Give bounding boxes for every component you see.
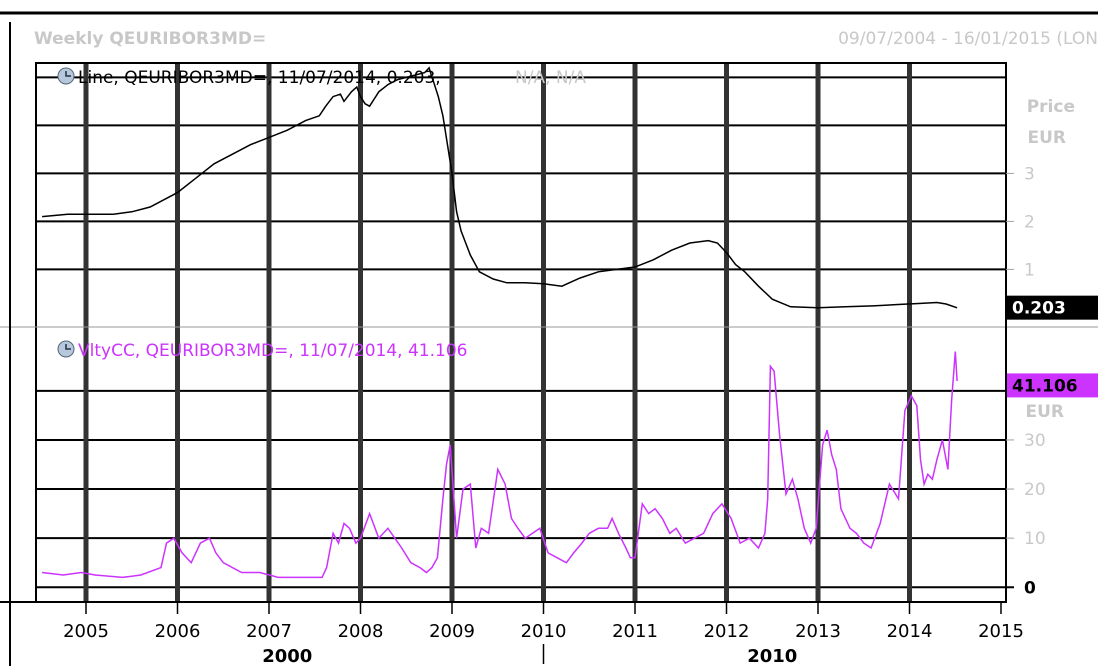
volatility-series-line [42, 351, 958, 579]
vlty-tick-label: 30 [1024, 431, 1046, 451]
legend-layer: Line, QEURIBOR3MD=, 11/07/2014, 0.203, N/… [57, 67, 586, 361]
x-tick-label: 2015 [978, 621, 1024, 642]
x-decade-label: 2010 [747, 646, 797, 666]
price-axis-unit: EUR [1027, 128, 1066, 148]
price-legend-text: Line, QEURIBOR3MD=, 11/07/2014, 0.203, [78, 68, 441, 88]
x-tick-label: 2013 [795, 621, 841, 642]
x-tick-label: 2014 [887, 621, 933, 642]
grid-layer [36, 76, 1006, 589]
vertical-gridlines [83, 63, 912, 602]
x-tick-label: 2006 [155, 621, 201, 642]
axis-layer: Price EUR 1 2 3 0.203 0 10 20 30 EUR 41.106 2005 2006… [0, 97, 1098, 667]
clock-icon[interactable] [57, 340, 75, 358]
vlty-legend-text: VltyCC, QEURIBOR3MD=, 11/07/2014, 41.106 [78, 341, 467, 361]
x-tick-label: 2007 [246, 621, 292, 642]
series-layer [42, 66, 958, 579]
x-tick-label: 2011 [612, 621, 658, 642]
date-range: 09/07/2004 - 16/01/2015 (LON [838, 29, 1098, 49]
price-tick-label: 3 [1024, 164, 1035, 184]
vlty-last-value-badge [1007, 373, 1098, 398]
price-legend-na: N/A, N/A [515, 68, 586, 88]
vlty-tick-label: 0 [1024, 578, 1036, 598]
vlty-axis-unit: EUR [1025, 402, 1064, 422]
price-tick-label: 1 [1024, 260, 1035, 280]
clock-icon[interactable] [57, 67, 75, 85]
vlty-tick-label: 10 [1024, 529, 1046, 549]
x-decade-label: 2000 [262, 646, 312, 666]
price-last-value-label: 0.203 [1012, 299, 1066, 319]
x-tick-label: 2012 [704, 621, 750, 642]
chart-title: Weekly QEURIBOR3MD= [34, 29, 266, 49]
price-tick-label: 2 [1024, 212, 1035, 232]
price-axis-title: Price [1027, 97, 1075, 117]
vlty-last-value-label: 41.106 [1012, 376, 1078, 396]
x-tick-label: 2008 [338, 621, 384, 642]
x-tick-label: 2009 [429, 621, 475, 642]
x-tick-label: 2010 [521, 621, 567, 642]
x-tick-label: 2005 [63, 621, 109, 642]
vlty-tick-label: 20 [1024, 480, 1046, 500]
price-series-line [42, 66, 958, 309]
price-last-value-badge [1007, 295, 1098, 320]
